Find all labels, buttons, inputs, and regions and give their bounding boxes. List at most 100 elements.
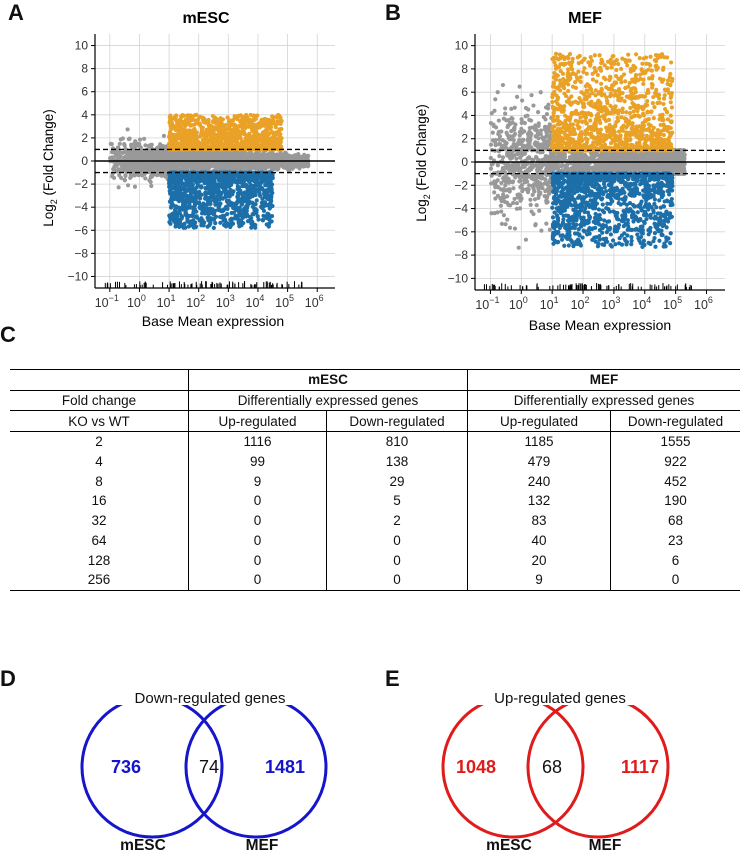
x-tick-label: 103: [216, 293, 235, 310]
table-cell: 1185: [467, 431, 611, 452]
y-tick-label: 0: [81, 154, 88, 168]
table-row: 2 1116 810 1185 1555: [10, 431, 740, 452]
y-tick-label: −4: [454, 202, 468, 216]
threshold-lines: [95, 148, 335, 174]
venn-down: 736 74 1481 mESC MEF: [80, 705, 328, 854]
table-cell: 479: [467, 451, 611, 472]
table-cell: 0: [188, 550, 327, 570]
y-tick-label: 4: [81, 108, 88, 122]
venn-left-label: mESC: [120, 837, 166, 854]
x-tick-label: 103: [601, 295, 620, 312]
x-tick-label: 100: [509, 295, 528, 312]
venn-right-label: MEF: [246, 837, 279, 854]
venn-circle-mesc: [80, 705, 224, 839]
x-tick-label: 106: [694, 295, 713, 312]
x-axis-label: Base Mean expression: [529, 317, 671, 333]
venn-up-title: Up-regulated genes: [494, 690, 626, 707]
y-tick-label: 6: [461, 85, 468, 99]
y-tick-label: −6: [454, 225, 468, 239]
table-row: 8 9 29 240 452: [10, 471, 740, 492]
x-tick-label: 10−1: [95, 293, 119, 310]
threshold-lines: [475, 149, 725, 175]
venn-circle-mef: [184, 705, 328, 839]
y-tick-label: −8: [454, 248, 468, 262]
table-cell: 9: [467, 569, 611, 591]
y-tick-label: 8: [81, 62, 88, 76]
table-cell: 6: [610, 550, 740, 570]
y-tick-label: 6: [81, 85, 88, 99]
table-cell: 68: [610, 510, 740, 531]
y-tick-label: 10: [75, 39, 89, 53]
table-group-header-row: mESC MEF: [10, 369, 740, 391]
table-cell: 1116: [188, 431, 327, 452]
x-tick-label: 101: [157, 293, 176, 310]
table-cell: 64: [91, 532, 107, 548]
x-tick-label: 105: [663, 295, 682, 312]
panel-label-b: B: [385, 0, 401, 25]
point-cloud: [108, 112, 311, 230]
y-axis-label: Log2 (Fold Change): [41, 109, 59, 227]
panel-label-e: E: [385, 666, 400, 691]
y-tick-label: 2: [461, 132, 468, 146]
x-tick-label: 104: [632, 295, 651, 312]
table-cell: 0: [326, 569, 468, 591]
table-cell: 190: [610, 491, 740, 511]
table-cell: 16: [91, 493, 107, 509]
group-header-mesc: mESC: [188, 369, 468, 391]
x-tick-label: 101: [540, 295, 559, 312]
table-cell: 1555: [610, 431, 740, 452]
table-cell: 452: [610, 471, 740, 492]
x-tick-label: 10−1: [475, 295, 499, 312]
row-header-ko-vs-wt: KO vs WT: [68, 413, 130, 429]
venn-overlap-count: 68: [542, 757, 562, 777]
table-cell: 0: [188, 510, 327, 531]
x-tick-label: 105: [275, 293, 294, 310]
y-tick-label: 8: [461, 62, 468, 76]
table-cell: 40: [467, 530, 611, 551]
table-row: 4 99 138 479 922: [10, 451, 740, 472]
table-cell: 83: [467, 510, 611, 531]
y-tick-label: −2: [454, 178, 468, 192]
table-cell: 4: [95, 454, 103, 470]
table-cell: 240: [467, 471, 611, 492]
table-row: 128 0 0 20 6: [10, 550, 740, 570]
venn-left-label: mESC: [486, 837, 532, 854]
table-cell: 0: [188, 491, 327, 511]
table-cell: 922: [610, 451, 740, 472]
fold-change-table: mESC MEF Fold change Differentially expr…: [10, 369, 740, 591]
ma-plot-mesc: mESC −10 −8 −6 −4 −2 0 2 4 6 8 10 10−1 100 101 102 103 1…: [41, 10, 335, 329]
table-cell: 20: [467, 550, 611, 570]
table-row: 64 0 0 40 23: [10, 530, 740, 551]
group-header-mef: MEF: [467, 369, 740, 391]
y-tick-label: −2: [74, 177, 88, 191]
y-tick-label: 0: [461, 155, 468, 169]
table-body: 2 1116 810 1185 1555 4 99 138 479 922 8 9 29 240 452 16…: [10, 431, 740, 591]
table-cell: 2: [326, 510, 468, 531]
subheader-mesc: Differentially expressed genes: [188, 390, 468, 411]
table-cell: 32: [91, 513, 107, 529]
plot-title: mESC: [182, 10, 230, 27]
table-row: 32 0 2 83 68: [10, 510, 740, 531]
table-subheader-row: Fold change Differentially expressed gen…: [10, 390, 740, 411]
table-cell: 810: [326, 431, 468, 452]
y-axis-label: Log2 (Fold Change): [414, 104, 432, 222]
table-row: 16 0 5 132 190: [10, 491, 740, 511]
col-header-mef-down: Down-regulated: [610, 410, 740, 432]
y-tick-label: −6: [74, 223, 88, 237]
table-cell: 128: [87, 552, 111, 568]
col-header-mesc-down: Down-regulated: [326, 410, 468, 432]
table-cell: 99: [188, 451, 327, 472]
x-tick-label: 102: [186, 293, 205, 310]
y-tick-label: 4: [461, 108, 468, 122]
venn-circle-mef: [526, 705, 670, 839]
venn-right-count: 1481: [265, 757, 305, 777]
col-header-mesc-up: Up-regulated: [188, 410, 327, 432]
x-tick-label: 104: [246, 293, 265, 310]
y-tick-label: 2: [81, 131, 88, 145]
table-cell: 132: [467, 491, 611, 511]
table-cell: 29: [326, 471, 468, 492]
venn-right-label: MEF: [589, 837, 622, 854]
table-cell: 23: [610, 530, 740, 551]
x-tick-label: 102: [571, 295, 590, 312]
table-cell: 0: [610, 569, 740, 591]
